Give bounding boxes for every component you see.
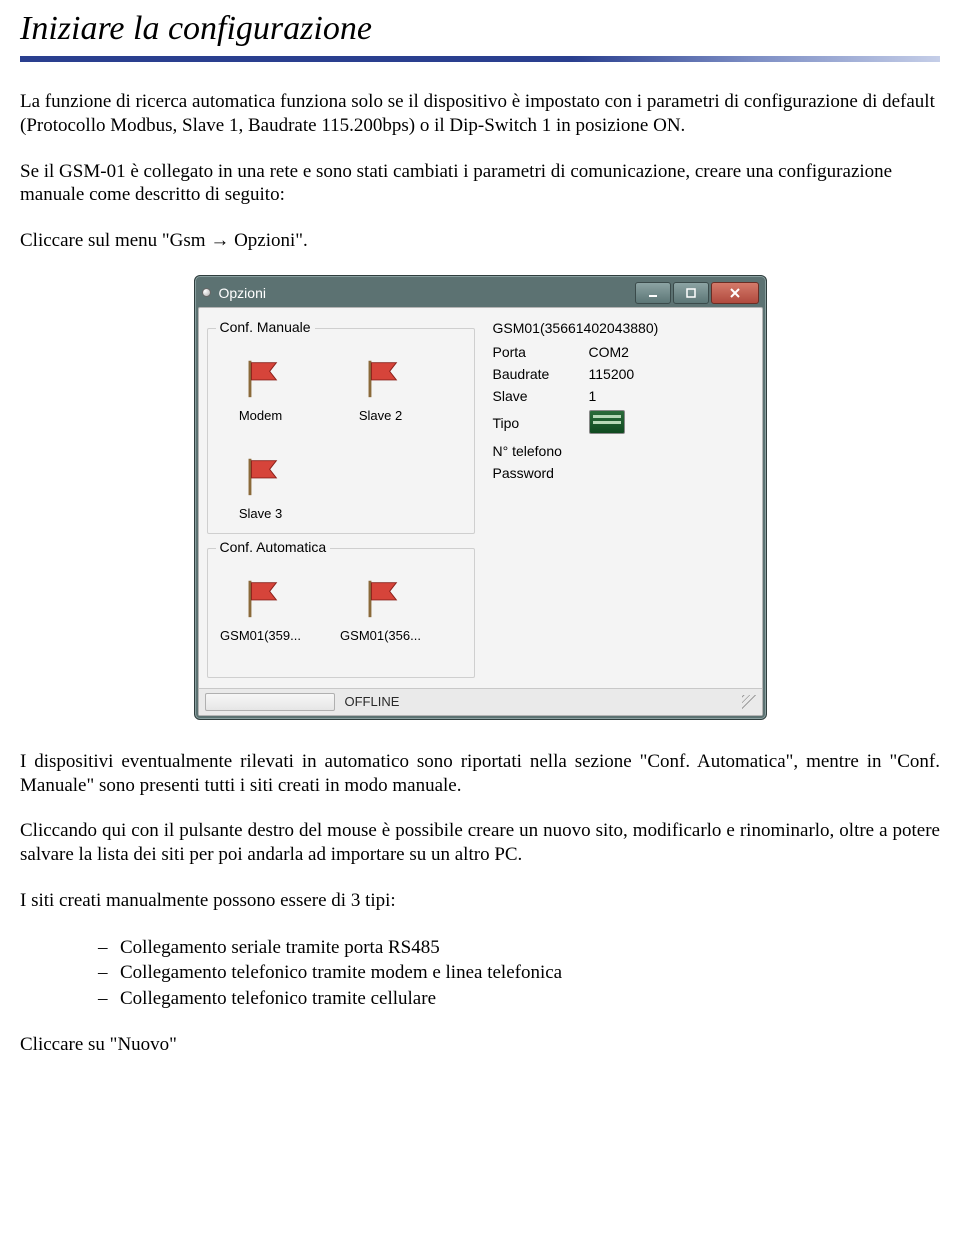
list-item: Collegamento seriale tramite porta RS485 bbox=[120, 935, 940, 961]
field-tipo: Tipo bbox=[493, 410, 752, 437]
app-icon bbox=[202, 288, 211, 297]
maximize-icon bbox=[685, 287, 697, 299]
site-label: Slave 2 bbox=[336, 408, 426, 423]
paragraph: Cliccando qui con il pulsante destro del… bbox=[20, 819, 940, 867]
field-label: Porta bbox=[493, 344, 589, 360]
maximize-button[interactable] bbox=[673, 282, 709, 304]
paragraph: Cliccare sul menu "Gsm → Opzioni". bbox=[20, 229, 940, 253]
bullet-list: Collegamento seriale tramite porta RS485… bbox=[20, 935, 940, 1012]
field-label: Slave bbox=[493, 388, 589, 404]
field-porta: Porta COM2 bbox=[493, 344, 752, 360]
details-pane: GSM01(35661402043880) Porta COM2 Baudrat… bbox=[483, 308, 762, 688]
field-label: N° telefono bbox=[493, 443, 589, 459]
group-conf-manuale: Conf. Manuale Modem bbox=[207, 328, 475, 534]
site-label: Slave 3 bbox=[216, 506, 306, 521]
site-item-modem[interactable]: Modem bbox=[216, 355, 306, 423]
field-value bbox=[589, 410, 752, 437]
site-item-slave3[interactable]: Slave 3 bbox=[216, 453, 306, 521]
group-legend: Conf. Manuale bbox=[216, 319, 315, 335]
paragraph: I siti creati manualmente possono essere… bbox=[20, 889, 940, 913]
minimize-icon bbox=[647, 287, 659, 299]
flag-icon bbox=[238, 575, 284, 621]
field-value: COM2 bbox=[589, 344, 752, 360]
progress-bar bbox=[205, 693, 335, 711]
window-title: Opzioni bbox=[219, 285, 633, 301]
title-rule bbox=[20, 56, 940, 62]
field-label: Tipo bbox=[493, 415, 589, 431]
minimize-button[interactable] bbox=[635, 282, 671, 304]
list-item: Collegamento telefonico tramite modem e … bbox=[120, 960, 940, 986]
site-item-auto1[interactable]: GSM01(359... bbox=[216, 575, 306, 643]
field-value: 1 bbox=[589, 388, 752, 404]
close-icon bbox=[728, 287, 742, 299]
list-item: Collegamento telefonico tramite cellular… bbox=[120, 986, 940, 1012]
detail-title: GSM01(35661402043880) bbox=[493, 320, 752, 336]
paragraph: Cliccare su "Nuovo" bbox=[20, 1033, 940, 1057]
field-value: 115200 bbox=[589, 366, 752, 382]
field-password: Password bbox=[493, 465, 752, 481]
status-bar: OFFLINE bbox=[199, 688, 762, 715]
window-titlebar[interactable]: Opzioni bbox=[198, 279, 763, 307]
field-telefono: N° telefono bbox=[493, 443, 752, 459]
close-button[interactable] bbox=[711, 282, 759, 304]
status-text: OFFLINE bbox=[345, 694, 400, 709]
site-item-auto2[interactable]: GSM01(356... bbox=[336, 575, 426, 643]
group-legend: Conf. Automatica bbox=[216, 539, 331, 555]
site-item-slave2[interactable]: Slave 2 bbox=[336, 355, 426, 423]
chip-icon bbox=[589, 410, 625, 434]
paragraph: La funzione di ricerca automatica funzio… bbox=[20, 90, 940, 138]
field-slave: Slave 1 bbox=[493, 388, 752, 404]
flag-icon bbox=[238, 355, 284, 401]
flag-icon bbox=[358, 355, 404, 401]
field-baudrate: Baudrate 115200 bbox=[493, 366, 752, 382]
options-window: Opzioni Conf. Manuale bbox=[194, 275, 767, 720]
flag-icon bbox=[238, 453, 284, 499]
paragraph: I dispositivi eventualmente rilevati in … bbox=[20, 750, 940, 798]
field-label: Password bbox=[493, 465, 589, 481]
page-title: Iniziare la configurazione bbox=[20, 10, 940, 48]
group-conf-automatica: Conf. Automatica GSM01(359... bbox=[207, 548, 475, 678]
site-label: GSM01(359... bbox=[216, 628, 306, 643]
flag-icon bbox=[358, 575, 404, 621]
field-label: Baudrate bbox=[493, 366, 589, 382]
paragraph: Se il GSM-01 è collegato in una rete e s… bbox=[20, 160, 940, 208]
site-label: Modem bbox=[216, 408, 306, 423]
resize-grip-icon[interactable] bbox=[742, 695, 756, 709]
site-label: GSM01(356... bbox=[336, 628, 426, 643]
